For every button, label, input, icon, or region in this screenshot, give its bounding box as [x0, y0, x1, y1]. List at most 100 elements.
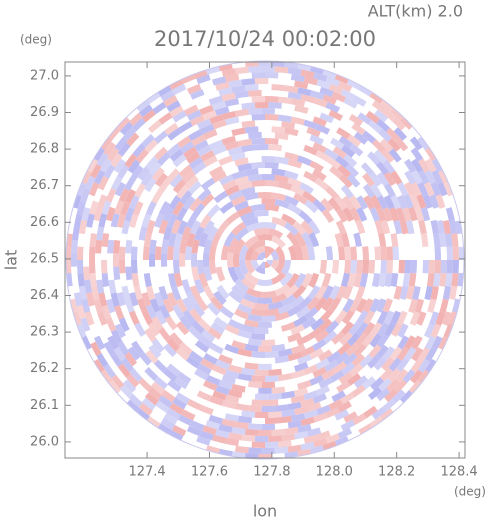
radar-cell [117, 117, 131, 130]
radar-cell [124, 298, 135, 313]
radar-cell [133, 285, 143, 301]
radar-cell [96, 353, 109, 368]
x-tick-label: 128.4 [440, 465, 477, 480]
radar-cell [248, 380, 262, 388]
radar-cell [190, 115, 205, 127]
radar-cell [336, 208, 348, 223]
radar-cell [233, 238, 246, 254]
radar-cell [243, 292, 259, 304]
radar-cell [297, 87, 312, 97]
radar-cell [313, 72, 328, 82]
radar-cell [418, 347, 430, 362]
radar-cell [231, 383, 246, 393]
radar-cell [147, 322, 160, 337]
radar-cell [328, 197, 341, 212]
radar-cell [337, 246, 346, 260]
radar-cell [96, 226, 105, 241]
radar-cell [321, 272, 332, 288]
radar-cell [244, 84, 259, 92]
radar-cell [175, 347, 190, 361]
radar-cell [290, 324, 305, 336]
radar-cell [155, 400, 170, 413]
radar-cell [231, 221, 246, 236]
radar-cell [101, 233, 110, 247]
radar-cell [343, 411, 358, 423]
radar-cell [221, 111, 237, 120]
radar-cell [326, 350, 342, 364]
radar-cell [308, 327, 323, 340]
radar-cell [442, 220, 452, 235]
radar-cell [248, 132, 262, 140]
radar-cell [132, 143, 146, 158]
radar-cell [146, 285, 156, 301]
radar-cell [268, 393, 282, 400]
radar-cell [89, 233, 97, 247]
radar-cell [126, 132, 140, 147]
radar-cell [124, 153, 138, 168]
radar-cell [250, 240, 265, 251]
radar-cell [208, 245, 217, 260]
radar-cell [169, 173, 183, 188]
radar-cell [88, 246, 96, 260]
radar-cell [180, 409, 196, 421]
radar-cell [190, 420, 205, 431]
radar-cell [409, 369, 423, 384]
radar-cell [105, 317, 117, 332]
radar-cell [80, 317, 91, 332]
radar-cell [325, 76, 340, 87]
radar-cell [356, 207, 368, 222]
radar-cell [110, 352, 123, 367]
x-tick-label: 128.0 [316, 465, 353, 480]
radar-cell [251, 138, 265, 145]
radar-cell [166, 213, 178, 228]
radar-cell [113, 158, 126, 174]
radar-cell [202, 285, 215, 300]
radar-cell [294, 273, 307, 289]
radar-cell [393, 127, 408, 141]
radar-cell [132, 201, 144, 216]
radar-cell [248, 423, 262, 430]
radar-cell [158, 285, 169, 301]
radar-cell [324, 359, 339, 372]
radar-cell [362, 321, 376, 337]
radar-cell [194, 279, 205, 294]
radar-cell [131, 260, 138, 274]
radar-cell [241, 277, 256, 290]
radar-cell [212, 144, 227, 156]
radar-cell [312, 366, 327, 378]
radar-cell [191, 161, 207, 175]
radar-cell [404, 335, 416, 350]
radar-cell [320, 308, 334, 322]
radar-cell [176, 184, 190, 199]
radar-cell [121, 220, 131, 235]
radar-cell [271, 126, 286, 134]
radar-cell [370, 377, 384, 391]
radar-cell [218, 423, 233, 433]
radar-cell [452, 246, 459, 260]
y-unit: (deg) [20, 33, 52, 47]
radar-cell [116, 292, 126, 307]
radar-cell [341, 144, 356, 158]
radar-cell [433, 233, 441, 247]
radar-cell [346, 79, 361, 90]
radar-cell [300, 398, 315, 408]
radar-cell [271, 292, 287, 304]
radar-cell [340, 392, 355, 405]
radar-cell [382, 346, 396, 361]
radar-cell [209, 114, 224, 125]
radar-cell [402, 272, 411, 287]
radar-cell [424, 286, 433, 301]
radar-cell [368, 344, 382, 359]
radar-cell [190, 253, 198, 267]
radar-cell [184, 175, 199, 189]
radar-cell [194, 226, 205, 241]
radar-cell [214, 106, 230, 116]
radar-cell [244, 271, 259, 285]
radar-cell [329, 165, 344, 179]
radar-cell [431, 169, 443, 185]
radar-cell [251, 375, 265, 382]
radar-cell [106, 206, 116, 222]
radar-cell [157, 423, 172, 435]
radar-cell [397, 323, 409, 338]
radar-cell [396, 194, 408, 210]
